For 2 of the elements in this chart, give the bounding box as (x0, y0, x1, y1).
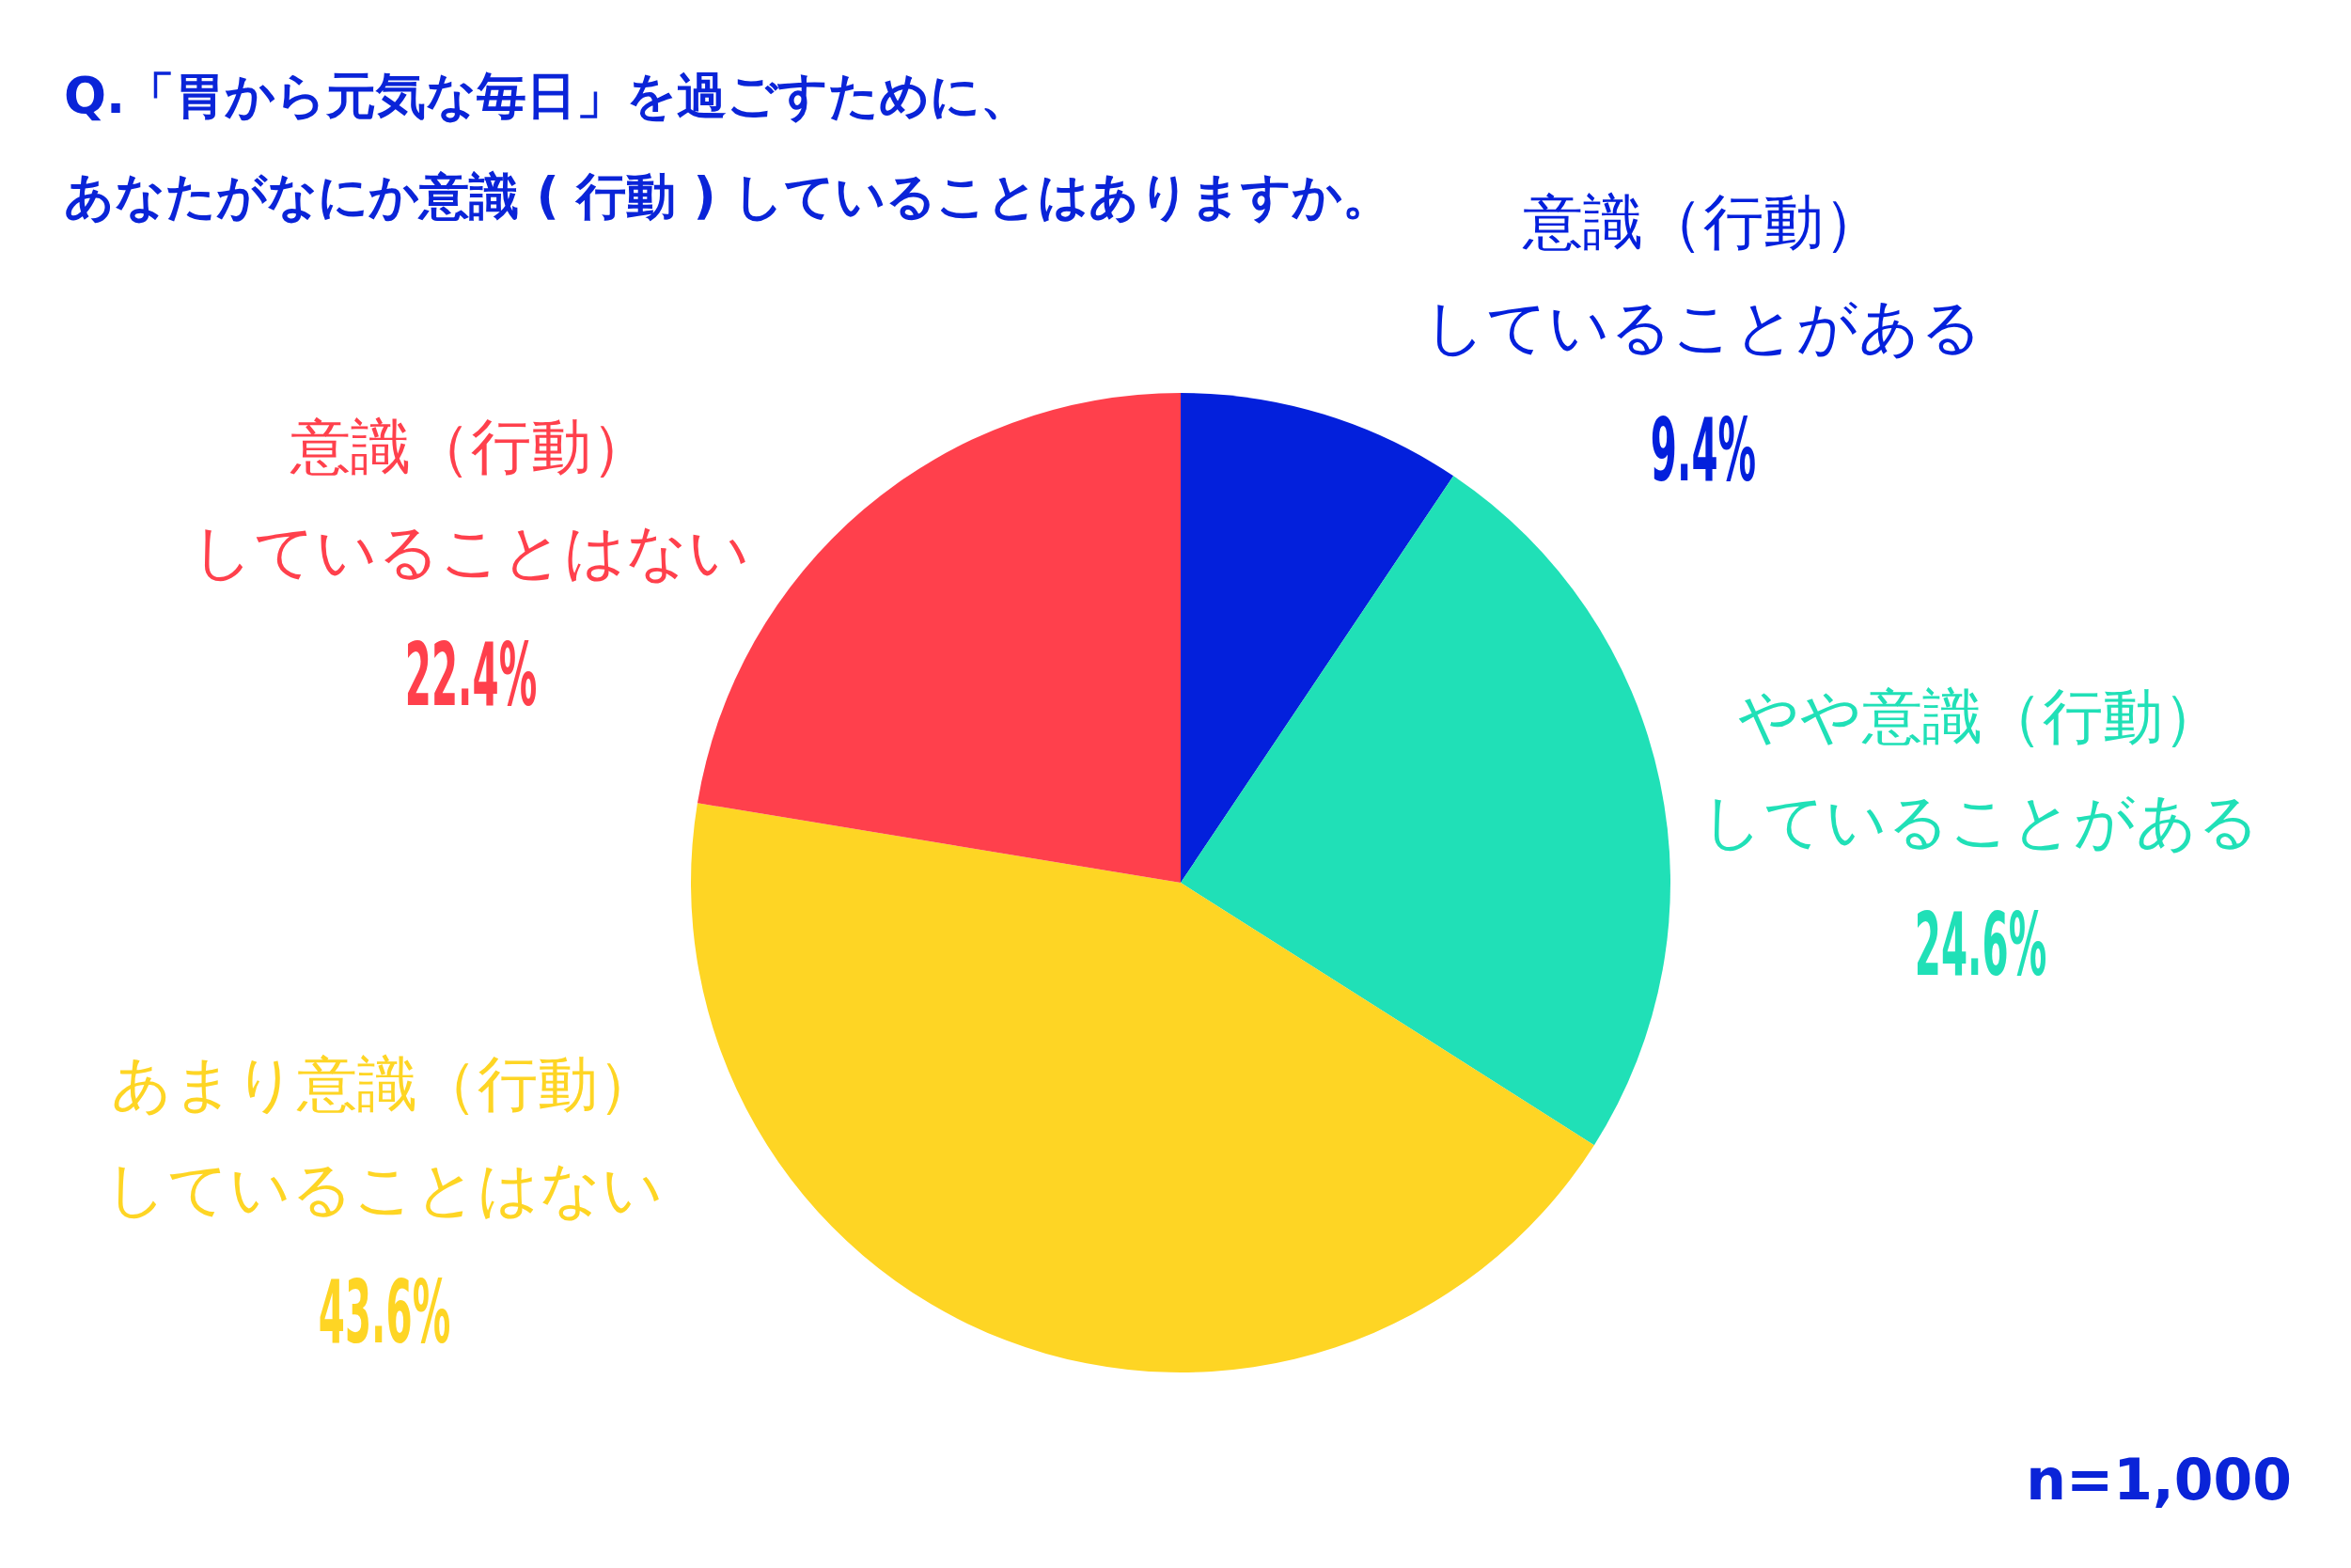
annotation: n=1,000 (2026, 1447, 2292, 1513)
title: Q.「胃から元気な毎日」を過ごすために、あなたがなにか意識 ( 行動 ) していることはありますか。 (64, 66, 1393, 225)
